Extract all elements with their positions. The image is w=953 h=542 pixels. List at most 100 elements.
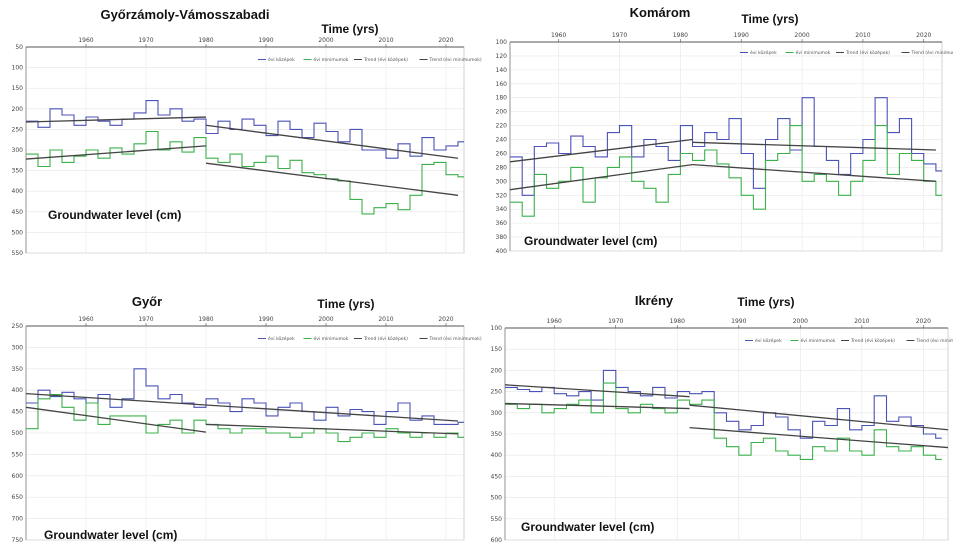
x-tick-label: 1980 — [673, 32, 688, 39]
y-axis-label: Groundwater level (cm) — [521, 520, 654, 534]
series-line-annual-mean — [505, 369, 942, 439]
legend-entry: Trend (évi középek) — [363, 56, 408, 63]
trend-line-minimum — [504, 402, 690, 410]
x-axis-label: Time (yrs) — [737, 295, 794, 309]
x-axis-label: Time (yrs) — [741, 12, 798, 26]
y-tick-label: 550 — [491, 516, 503, 523]
y-tick-label: 350 — [12, 366, 24, 373]
y-axis-label: Groundwater level (cm) — [48, 208, 181, 222]
y-tick-label: 240 — [496, 137, 508, 144]
x-tick-label: 1970 — [138, 316, 153, 323]
plot-area — [509, 41, 943, 252]
series-line-annual-minimum — [26, 130, 464, 215]
y-axis-label: Groundwater level (cm) — [524, 234, 657, 248]
y-tick-label: 250 — [12, 126, 24, 133]
series-line-annual-minimum — [510, 125, 942, 217]
y-tick-label: 550 — [12, 451, 24, 458]
x-tick-label: 2020 — [916, 318, 931, 325]
x-tick-label: 1970 — [612, 32, 627, 39]
trend-line-mean — [509, 138, 693, 163]
series-line-annual-mean — [26, 368, 464, 425]
y-tick-label: 750 — [12, 537, 24, 542]
legend-entry: évi középek — [268, 335, 295, 342]
y-tick-label: 150 — [491, 346, 503, 353]
y-tick-label: 350 — [12, 168, 24, 175]
y-tick-label: 200 — [12, 106, 24, 113]
x-axis-label: Time (yrs) — [321, 22, 378, 36]
x-tick-label: 2000 — [318, 316, 333, 323]
trend-line-minimum — [692, 163, 936, 182]
y-tick-label: 260 — [496, 150, 508, 157]
trend-line-minimum — [205, 162, 459, 196]
y-tick-label: 180 — [496, 95, 508, 102]
series-line-annual-minimum — [505, 382, 942, 460]
legend-entry: Trend (évi minimumok) — [429, 56, 482, 63]
x-tick-label: 2010 — [378, 37, 393, 44]
x-axis-label: Time (yrs) — [317, 297, 374, 311]
x-tick-label: 2010 — [854, 318, 869, 325]
y-tick-label: 250 — [12, 323, 24, 330]
y-tick-label: 450 — [491, 473, 503, 480]
trend-line-mean — [504, 384, 690, 398]
y-tick-label: 300 — [491, 410, 503, 417]
y-tick-label: 400 — [496, 248, 508, 255]
x-tick-label: 1990 — [258, 316, 273, 323]
y-tick-label: 300 — [496, 178, 508, 185]
y-tick-label: 300 — [12, 147, 24, 154]
series-line-annual-minimum — [26, 393, 464, 443]
y-tick-label: 160 — [496, 81, 508, 88]
y-tick-label: 360 — [496, 220, 508, 227]
y-tick-label: 200 — [491, 367, 503, 374]
trend-line-mean — [692, 141, 936, 151]
trend-line-mean — [689, 404, 949, 431]
x-tick-label: 1970 — [138, 37, 153, 44]
x-tick-label: 2000 — [318, 37, 333, 44]
y-tick-label: 450 — [12, 209, 24, 216]
chart-title: Ikrény — [635, 293, 674, 308]
y-tick-label: 500 — [491, 495, 503, 502]
y-tick-label: 140 — [496, 67, 508, 74]
trend-line-minimum — [509, 163, 693, 191]
legend-entry: évi középek — [268, 56, 295, 63]
y-tick-label: 650 — [12, 494, 24, 501]
legend: évi középek évi minimumok Trend (évi közép… — [258, 335, 482, 342]
y-axis-label: Groundwater level (cm) — [44, 528, 177, 542]
trend-line-minimum — [689, 426, 949, 449]
x-tick-label: 2000 — [793, 318, 808, 325]
x-tick-label: 2020 — [438, 316, 453, 323]
legend-entry: Trend (évi minimumok) — [429, 335, 482, 342]
x-tick-label: 1960 — [551, 32, 566, 39]
y-tick-label: 400 — [12, 188, 24, 195]
legend-entry: Trend (évi minimumok) — [911, 49, 953, 56]
chart-panel-1: 1960 1970 1980 1990 2000 2010 2020 50 100 150 200 2… — [12, 7, 482, 257]
x-tick-label: 2000 — [794, 32, 809, 39]
y-tick-label: 150 — [12, 85, 24, 92]
y-tick-label: 340 — [496, 206, 508, 213]
x-tick-label: 2010 — [855, 32, 870, 39]
x-tick-label: 1990 — [731, 318, 746, 325]
y-tick-label: 250 — [491, 389, 503, 396]
y-tick-label: 600 — [12, 473, 24, 480]
y-tick-label: 100 — [496, 39, 508, 46]
y-tick-label: 400 — [491, 452, 503, 459]
y-tick-label: 200 — [496, 109, 508, 116]
legend-entry: Trend (évi középek) — [850, 337, 895, 344]
x-tick-label: 1970 — [608, 318, 623, 325]
x-tick-label: 1980 — [198, 37, 213, 44]
legend: évi középek évi minimumok Trend (évi közép… — [740, 49, 953, 56]
trend-line-mean — [25, 392, 459, 422]
trend-line-minimum — [205, 423, 459, 435]
chart-title: Győr — [132, 294, 162, 309]
y-tick-label: 220 — [496, 123, 508, 130]
chart-panel-3: 1960 1970 1980 1990 2000 2010 2020 250 300 350 400… — [12, 294, 482, 542]
legend: évi középek évi minimumok Trend (évi közép… — [258, 56, 482, 63]
y-tick-label: 400 — [12, 387, 24, 394]
trend-line-minimum — [25, 406, 207, 433]
chart-panel-2: 1960 1970 1980 1990 2000 2010 2020 100 120 140 160… — [496, 5, 953, 255]
trend-line-minimum — [25, 145, 207, 160]
x-tick-label: 1960 — [78, 37, 93, 44]
x-tick-label: 2010 — [378, 316, 393, 323]
legend-entry: évi minimumok — [314, 335, 349, 342]
y-tick-label: 550 — [12, 250, 24, 257]
